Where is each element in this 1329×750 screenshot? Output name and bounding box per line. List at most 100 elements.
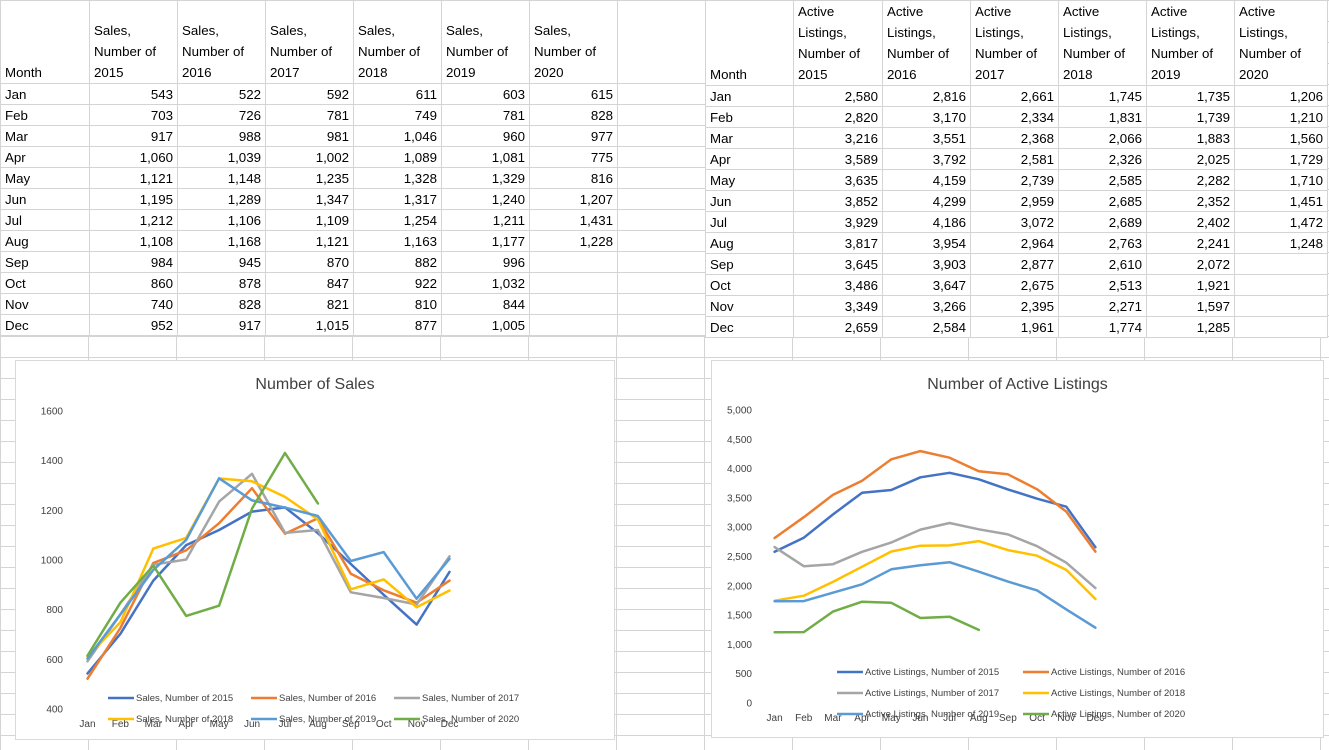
value-cell[interactable]: 3,170 bbox=[882, 106, 971, 128]
value-cell[interactable]: 1,735 bbox=[1146, 85, 1235, 107]
value-cell[interactable]: 2,877 bbox=[970, 253, 1059, 275]
column-header[interactable]: Active Listings, Number of 2016 bbox=[882, 0, 971, 86]
month-cell[interactable]: Jan bbox=[0, 83, 90, 105]
value-cell[interactable]: 922 bbox=[353, 272, 442, 294]
value-cell[interactable]: 543 bbox=[89, 83, 178, 105]
column-header[interactable]: Active Listings, Number of 2017 bbox=[970, 0, 1059, 86]
value-cell[interactable] bbox=[529, 314, 618, 336]
value-cell[interactable]: 2,241 bbox=[1146, 232, 1235, 254]
value-cell[interactable]: 2,659 bbox=[793, 316, 883, 338]
value-cell[interactable]: 1,739 bbox=[1146, 106, 1235, 128]
value-cell[interactable]: 1,121 bbox=[265, 230, 354, 252]
value-cell[interactable]: 1,961 bbox=[970, 316, 1059, 338]
month-cell[interactable]: May bbox=[705, 169, 794, 191]
value-cell[interactable]: 740 bbox=[89, 293, 178, 315]
month-cell[interactable]: Jun bbox=[705, 190, 794, 212]
month-cell[interactable]: Apr bbox=[0, 146, 90, 168]
column-header[interactable] bbox=[617, 0, 710, 84]
value-cell[interactable]: 726 bbox=[177, 104, 266, 126]
month-cell[interactable]: May bbox=[0, 167, 90, 189]
value-cell[interactable]: 592 bbox=[265, 83, 354, 105]
value-cell[interactable]: 1,883 bbox=[1146, 127, 1235, 149]
value-cell[interactable]: 828 bbox=[529, 104, 618, 126]
value-cell[interactable]: 882 bbox=[353, 251, 442, 273]
value-cell[interactable]: 2,610 bbox=[1058, 253, 1147, 275]
month-cell[interactable]: Oct bbox=[705, 274, 794, 296]
value-cell[interactable]: 2,816 bbox=[882, 85, 971, 107]
value-cell[interactable] bbox=[617, 125, 710, 147]
value-cell[interactable]: 1,451 bbox=[1234, 190, 1328, 212]
value-cell[interactable]: 3,647 bbox=[882, 274, 971, 296]
value-cell[interactable]: 1,211 bbox=[441, 209, 530, 231]
value-cell[interactable]: 810 bbox=[353, 293, 442, 315]
month-cell[interactable]: Mar bbox=[705, 127, 794, 149]
value-cell[interactable]: 847 bbox=[265, 272, 354, 294]
series-line[interactable] bbox=[86, 451, 320, 657]
month-cell[interactable]: Dec bbox=[0, 314, 90, 336]
value-cell[interactable]: 1,774 bbox=[1058, 316, 1147, 338]
value-cell[interactable]: 870 bbox=[265, 251, 354, 273]
value-cell[interactable]: 1,745 bbox=[1058, 85, 1147, 107]
value-cell[interactable]: 1,108 bbox=[89, 230, 178, 252]
month-cell[interactable]: Aug bbox=[705, 232, 794, 254]
value-cell[interactable]: 1,005 bbox=[441, 314, 530, 336]
value-cell[interactable]: 3,072 bbox=[970, 211, 1059, 233]
value-cell[interactable]: 1,921 bbox=[1146, 274, 1235, 296]
column-header[interactable]: Active Listings, Number of 2020 bbox=[1234, 0, 1328, 86]
value-cell[interactable]: 1,472 bbox=[1234, 211, 1328, 233]
value-cell[interactable]: 1,329 bbox=[441, 167, 530, 189]
value-cell[interactable]: 917 bbox=[89, 125, 178, 147]
value-cell[interactable]: 1,046 bbox=[353, 125, 442, 147]
value-cell[interactable]: 977 bbox=[529, 125, 618, 147]
month-cell[interactable]: Nov bbox=[705, 295, 794, 317]
series-line[interactable] bbox=[773, 600, 981, 634]
value-cell[interactable] bbox=[617, 146, 710, 168]
value-cell[interactable]: 1,347 bbox=[265, 188, 354, 210]
value-cell[interactable]: 1,148 bbox=[177, 167, 266, 189]
month-cell[interactable]: Jan bbox=[705, 85, 794, 107]
value-cell[interactable]: 877 bbox=[353, 314, 442, 336]
value-cell[interactable]: 3,645 bbox=[793, 253, 883, 275]
value-cell[interactable]: 952 bbox=[89, 314, 178, 336]
value-cell[interactable]: 2,584 bbox=[882, 316, 971, 338]
value-cell[interactable]: 878 bbox=[177, 272, 266, 294]
value-cell[interactable]: 816 bbox=[529, 167, 618, 189]
value-cell[interactable]: 3,929 bbox=[793, 211, 883, 233]
value-cell[interactable]: 3,817 bbox=[793, 232, 883, 254]
value-cell[interactable]: 1,710 bbox=[1234, 169, 1328, 191]
column-header[interactable]: Active Listings, Number of 2018 bbox=[1058, 0, 1147, 86]
series-line[interactable] bbox=[773, 560, 1097, 629]
value-cell[interactable]: 1,560 bbox=[1234, 127, 1328, 149]
series-line[interactable] bbox=[86, 477, 451, 658]
value-cell[interactable] bbox=[529, 293, 618, 315]
value-cell[interactable]: 844 bbox=[441, 293, 530, 315]
value-cell[interactable]: 1,597 bbox=[1146, 295, 1235, 317]
value-cell[interactable] bbox=[617, 314, 710, 336]
value-cell[interactable]: 3,635 bbox=[793, 169, 883, 191]
value-cell[interactable]: 2,334 bbox=[970, 106, 1059, 128]
value-cell[interactable]: 2,072 bbox=[1146, 253, 1235, 275]
value-cell[interactable]: 2,689 bbox=[1058, 211, 1147, 233]
series-line[interactable] bbox=[773, 449, 1097, 553]
value-cell[interactable]: 3,266 bbox=[882, 295, 971, 317]
listings-chart[interactable]: Number of Active Listings 0 500 1,000 1,500 2… bbox=[711, 360, 1324, 738]
value-cell[interactable]: 1,729 bbox=[1234, 148, 1328, 170]
value-cell[interactable]: 2,581 bbox=[970, 148, 1059, 170]
value-cell[interactable] bbox=[617, 293, 710, 315]
value-cell[interactable] bbox=[529, 251, 618, 273]
value-cell[interactable]: 2,368 bbox=[970, 127, 1059, 149]
month-header[interactable]: Month bbox=[0, 0, 90, 84]
column-header[interactable]: Sales, Number of 2020 bbox=[529, 0, 618, 84]
value-cell[interactable]: 960 bbox=[441, 125, 530, 147]
value-cell[interactable]: 2,352 bbox=[1146, 190, 1235, 212]
value-cell[interactable]: 2,395 bbox=[970, 295, 1059, 317]
value-cell[interactable]: 1,089 bbox=[353, 146, 442, 168]
value-cell[interactable]: 781 bbox=[441, 104, 530, 126]
value-cell[interactable]: 1,240 bbox=[441, 188, 530, 210]
value-cell[interactable]: 4,159 bbox=[882, 169, 971, 191]
value-cell[interactable]: 828 bbox=[177, 293, 266, 315]
value-cell[interactable]: 3,216 bbox=[793, 127, 883, 149]
series-line[interactable] bbox=[773, 521, 1097, 590]
month-cell[interactable]: Aug bbox=[0, 230, 90, 252]
value-cell[interactable]: 984 bbox=[89, 251, 178, 273]
